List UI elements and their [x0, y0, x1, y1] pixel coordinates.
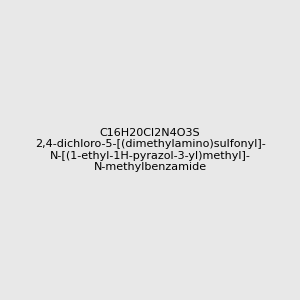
Text: C16H20Cl2N4O3S
2,4-dichloro-5-[(dimethylamino)sulfonyl]-
N-[(1-ethyl-1H-pyrazol-: C16H20Cl2N4O3S 2,4-dichloro-5-[(dimethyl…: [34, 128, 266, 172]
